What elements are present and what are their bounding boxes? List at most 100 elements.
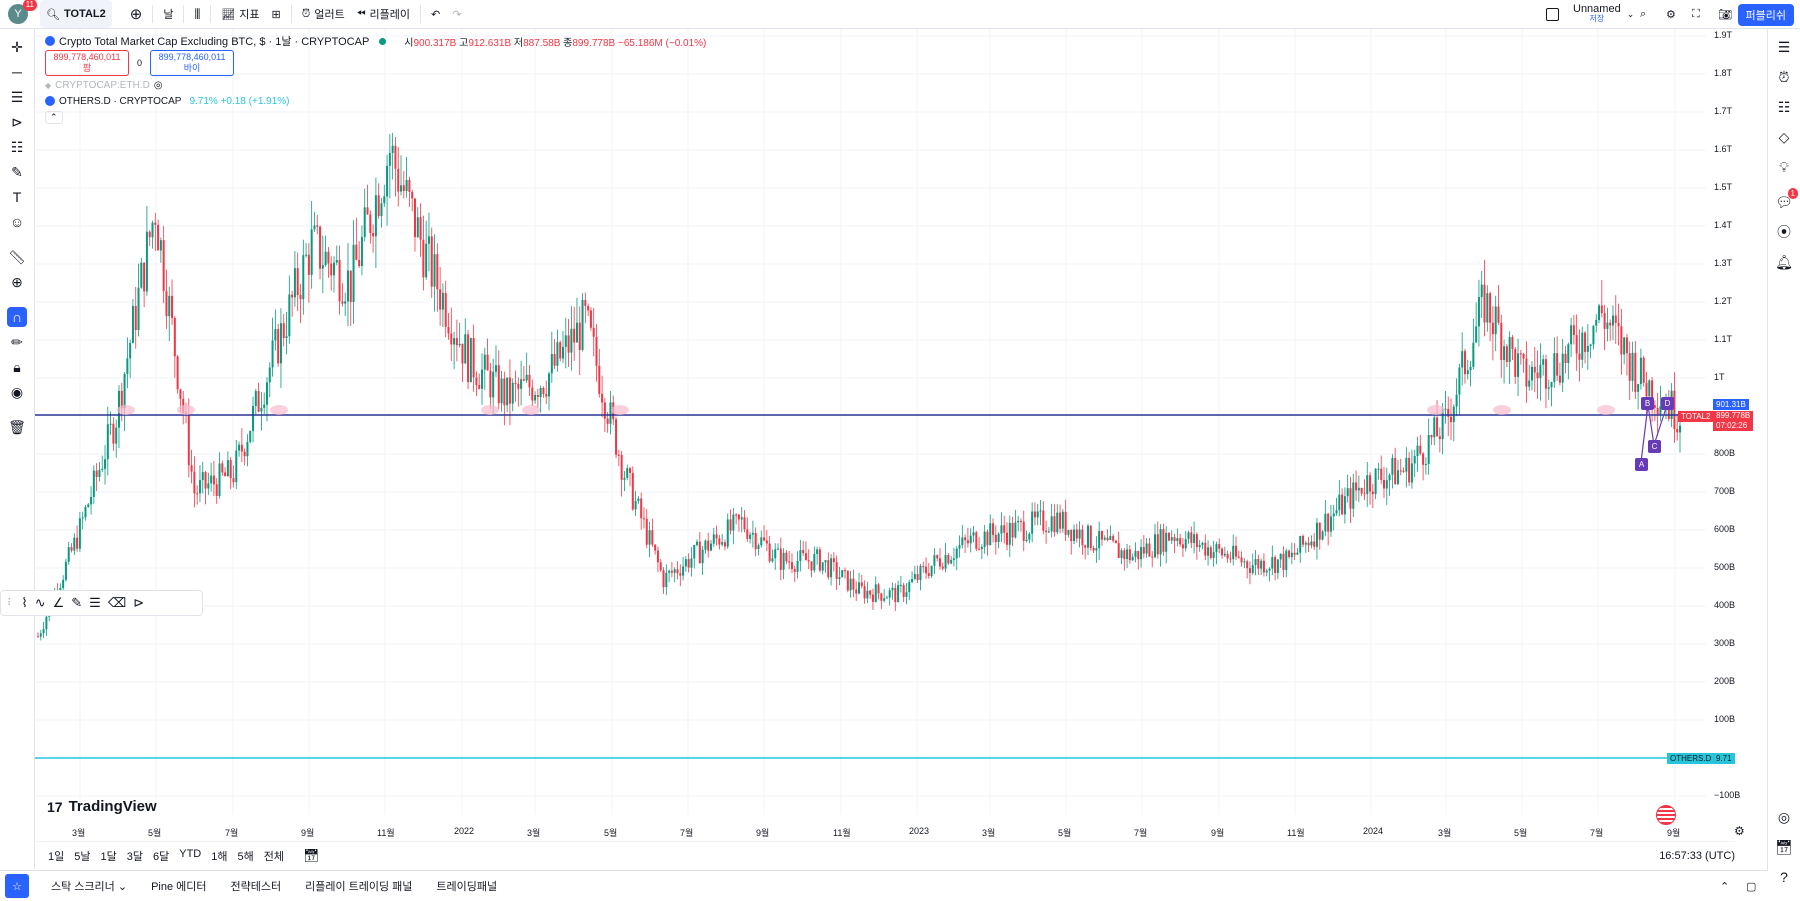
snapshot-button[interactable]: 📷︎ (1712, 0, 1738, 28)
eye-icon[interactable]: ◉ (10, 383, 24, 400)
compare-symbol-button[interactable]: ⊕ (129, 6, 143, 23)
bottom-tab[interactable]: 리플레이 트레이딩 패널 (305, 881, 413, 893)
streams-icon[interactable]: ⦿ (1777, 224, 1791, 240)
alerts-button[interactable]: ⏰︎ 얼러트 (296, 0, 351, 28)
hidden-series-legend[interactable]: ◆ CRYPTOCAP:ETH.D ◎ (45, 77, 706, 93)
brush-icon[interactable]: ✎ (71, 595, 83, 610)
replay-button[interactable]: ⏪︎ 리플레이 (351, 0, 416, 28)
candle-body (182, 398, 185, 414)
interval-button[interactable]: 날 (157, 0, 179, 28)
candle-body (104, 459, 107, 469)
chat-icon[interactable]: 💬︎ 1 (1774, 188, 1798, 212)
bottom-tab[interactable]: 스탁 스크리너 ⌄ (51, 881, 128, 893)
redo-button[interactable]: ↷ (446, 0, 467, 28)
trash-icon[interactable]: 🗑︎ (8, 418, 26, 435)
legend-collapse[interactable]: ⌃ (45, 109, 706, 125)
candle-body (913, 574, 916, 579)
collapse-panel-icon[interactable]: ⌃ (1720, 880, 1730, 893)
timeframe-option[interactable]: 1달 (100, 851, 117, 863)
magnet-icon[interactable]: ∩ (7, 307, 27, 327)
layout-select[interactable]: Unnamed 저장 ⌄ (1540, 0, 1640, 28)
zigzag-icon[interactable]: ⌇ (21, 595, 28, 610)
timeframe-option[interactable]: 1일 (48, 851, 65, 863)
bottom-tab[interactable]: 전략테스터 (230, 881, 282, 893)
favorite-star-icon[interactable]: ☆ (5, 874, 29, 898)
maximize-panel-icon[interactable]: ▢ (1746, 880, 1757, 893)
candle-body (684, 559, 687, 567)
publish-button[interactable]: 퍼블리쉬 (1737, 4, 1794, 26)
timeframe-option[interactable]: 3달 (126, 851, 143, 863)
candle-body (207, 483, 210, 489)
lock-icon[interactable]: 🔒︎ (13, 358, 21, 375)
drag-handle-icon[interactable]: ⠇ (7, 597, 15, 609)
trend-line-icon[interactable]: ─ (12, 64, 22, 80)
candle-body (601, 393, 604, 403)
brush-icon[interactable]: ✎ (11, 163, 23, 180)
path-icon[interactable]: ∠ (52, 595, 65, 610)
timeframe-option[interactable]: 1해 (211, 851, 228, 863)
fullscreen-button[interactable]: ⛶ (1686, 0, 1706, 28)
templates-button[interactable]: ⊞ (266, 0, 287, 28)
user-avatar[interactable]: Y 11 (8, 0, 37, 24)
ring-icon[interactable]: ◎ (1777, 808, 1791, 825)
lock-draw-icon[interactable]: ✏ (11, 333, 23, 350)
lines-icon[interactable]: ☰ (89, 595, 101, 610)
undo-button[interactable]: ↶ (425, 0, 446, 28)
chart-type-button[interactable]: ⫴ (188, 0, 206, 28)
candle-body (1204, 542, 1207, 556)
chevron-up-icon[interactable]: ⌃ (45, 110, 63, 124)
candle-body (380, 203, 383, 217)
projection-icon[interactable]: ☷ (10, 138, 24, 155)
watchlist-icon[interactable]: ☰ (1777, 38, 1791, 55)
candle-body (1053, 516, 1056, 533)
candle-body (1019, 520, 1022, 522)
candle-body (659, 562, 662, 571)
text-icon[interactable]: T (12, 189, 22, 205)
clock[interactable]: 16:57:33 (UTC) (1659, 850, 1735, 862)
candle-body (492, 371, 495, 398)
axis-settings-icon[interactable]: ⚙ (1734, 824, 1745, 838)
candle-body (1357, 487, 1360, 491)
symbol-search[interactable]: 🔍︎ TOTAL2 (40, 0, 112, 28)
quick-search-button[interactable]: ⌕ (1634, 0, 1652, 28)
eye-off-icon[interactable]: ◎ (153, 79, 163, 91)
pattern-icon[interactable]: ⊳ (11, 113, 23, 130)
symbol-logo-icon (45, 96, 55, 106)
bottom-tab[interactable]: Pine 에디터 (151, 881, 207, 893)
flag-icon[interactable] (1656, 805, 1676, 825)
eraser-icon[interactable]: ⌫ (107, 595, 127, 610)
candle-body (422, 239, 425, 278)
notifications-bell-icon[interactable]: 🔔︎ (1775, 253, 1793, 270)
timeframe-option[interactable]: 5날 (74, 851, 91, 863)
ideas-lightbulb-icon[interactable]: 💡︎ (1779, 158, 1789, 175)
buy-button[interactable]: 899,778,460,011 바이 (150, 50, 235, 76)
data-window-icon[interactable]: ☷ (1777, 98, 1791, 115)
timeframe-option[interactable]: 전체 (263, 851, 284, 863)
timeframe-option[interactable]: 5해 (237, 851, 254, 863)
fib-retracement-icon[interactable]: ☰ (10, 88, 24, 105)
projection-icon[interactable]: ⊳ (133, 595, 145, 610)
zoom-in-icon[interactable]: ⊕ (11, 273, 23, 290)
date-range-icon[interactable]: 📅︎ (303, 848, 320, 863)
crosshair-icon[interactable]: ✛ (11, 38, 23, 55)
candle-body (511, 382, 514, 404)
ruler-icon[interactable]: 📏︎ (8, 248, 26, 265)
bottom-tab[interactable]: 트레이딩패널 (436, 881, 498, 893)
curve-icon[interactable]: ∿ (34, 595, 46, 610)
timeframe-option[interactable]: 6달 (153, 851, 170, 863)
candle-body (1017, 520, 1020, 523)
layers-icon[interactable]: ◇ (1778, 128, 1790, 145)
overlay-series-legend[interactable]: OTHERS.D · CRYPTOCAP 9.71% +0.18 (+1.91%… (45, 93, 706, 109)
candle-body (196, 493, 199, 495)
help-icon[interactable]: ? (1780, 869, 1788, 885)
main-series-legend[interactable]: Crypto Total Market Cap Excluding BTC, $… (45, 33, 706, 49)
sell-button[interactable]: 899,778,460,011 팜 (45, 50, 129, 76)
alerts-clock-icon[interactable]: ⏰︎ (1778, 68, 1790, 85)
settings-button[interactable]: ⚙ (1660, 0, 1682, 28)
indicators-button[interactable]: 📈︎ 지표 (215, 0, 265, 28)
emoji-icon[interactable]: ☺ (9, 214, 25, 230)
price-axis-label: 500B (1714, 562, 1736, 572)
calendar-icon[interactable]: 📅︎ (1775, 838, 1793, 855)
timeframe-option[interactable]: YTD (179, 848, 202, 860)
